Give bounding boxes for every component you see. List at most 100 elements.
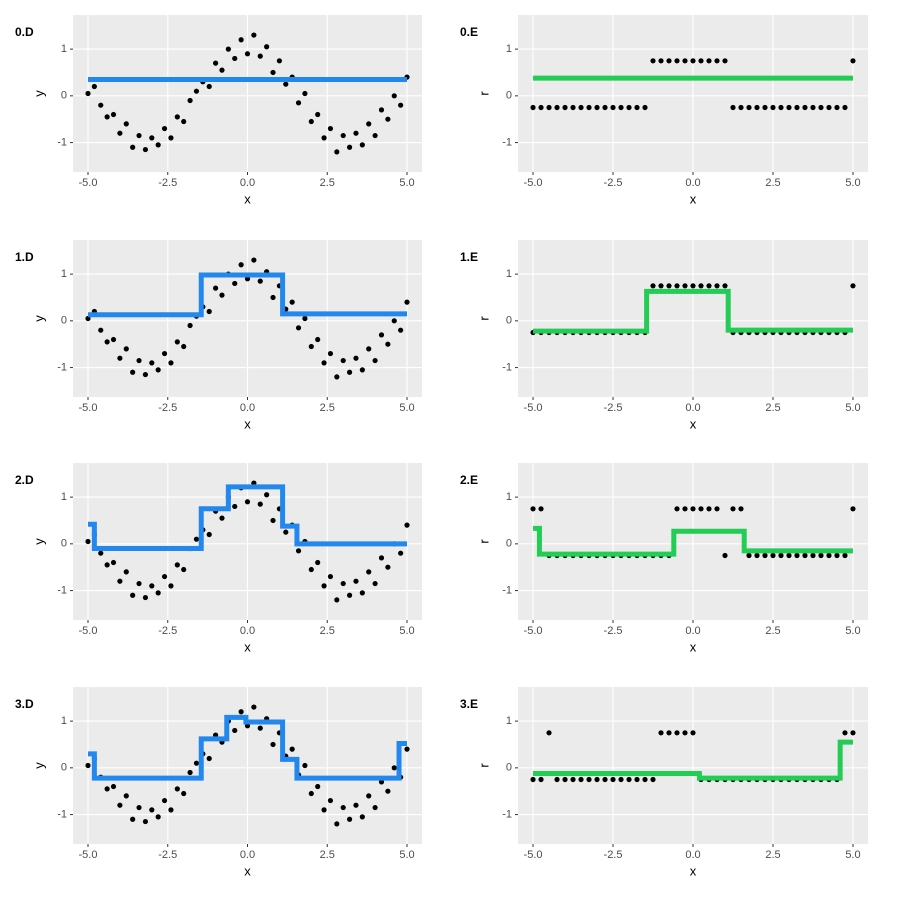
point [264,44,270,50]
point [142,594,149,601]
x-tick-label: 2.5 [320,177,335,189]
x-tick-label: 0.0 [240,402,255,414]
point [85,538,91,545]
point [168,583,174,589]
point [602,776,608,783]
point [738,506,744,512]
point [98,550,104,556]
panel-title: 3.D [15,697,34,711]
point [786,552,792,559]
point [136,357,142,364]
point [155,142,161,148]
point [391,93,397,99]
point [786,104,792,111]
y-tick-label: 1 [61,715,67,727]
point [321,807,327,813]
point [359,590,365,596]
point [385,341,391,347]
point [308,343,314,350]
point [554,776,560,783]
point [834,552,840,559]
point [850,506,856,512]
point [538,506,544,512]
y-tick-label: 1 [506,43,512,55]
point [634,104,640,111]
point [161,573,168,580]
point [161,350,168,357]
point [538,776,544,783]
x-tick-label: -5.0 [524,849,543,861]
panel-title: 0.D [15,25,34,39]
y-tick-label: -1 [57,584,67,596]
y-tick-label: 0 [61,90,67,102]
point [650,58,656,64]
point [149,583,155,589]
y-tick-label: 0 [61,315,67,327]
point [123,346,129,352]
y-tick-label: 0 [506,762,512,774]
point [562,776,568,783]
point [372,357,378,364]
point [378,332,385,338]
y-tick-label: -1 [502,808,512,820]
x-tick-label: -5.0 [524,625,543,637]
point [302,315,308,322]
point [193,760,200,766]
point [578,104,584,111]
point [130,144,136,150]
point [714,58,720,64]
point [722,552,728,559]
point [578,776,584,783]
point [85,762,91,769]
point [850,730,856,736]
y-tick-label: -1 [502,584,512,596]
point [353,802,359,808]
x-tick-label: 0.0 [685,402,700,414]
y-tick-label: 0 [506,315,512,327]
panel-title: 0.E [460,25,478,39]
y-axis-label: r [476,763,491,768]
x-axis-label: x [690,416,697,431]
point [334,149,340,155]
y-tick-label: 1 [61,43,67,55]
point [618,104,624,111]
point [778,104,784,111]
point [850,58,856,64]
x-axis-label: x [244,416,251,431]
point [232,727,238,734]
point [257,53,263,59]
point [327,797,334,804]
point [206,755,212,762]
point [104,562,110,568]
point [818,552,824,559]
x-tick-label: 2.5 [320,625,335,637]
point [810,552,816,559]
point [104,786,110,792]
point [346,592,353,598]
point [359,142,365,148]
point [187,322,193,329]
point [359,367,365,373]
x-axis-label: x [690,863,697,878]
point [142,818,149,825]
panel: 0.E r x -1 0 1 -5.0 -2.5 0.0 2.5 5.0 [460,15,868,206]
point [149,135,155,141]
point [626,104,632,111]
point [802,552,808,559]
point [385,116,391,122]
point [346,144,353,150]
point [142,371,149,378]
point [174,786,180,792]
point [327,350,334,357]
point [586,104,592,111]
y-tick-label: -1 [57,361,67,373]
x-tick-label: -5.0 [79,402,98,414]
x-tick-label: -5.0 [524,402,543,414]
point [257,501,263,507]
point [642,776,648,783]
point [270,517,276,524]
point [722,58,728,64]
point [334,597,340,603]
point [810,104,816,111]
point [289,299,295,305]
